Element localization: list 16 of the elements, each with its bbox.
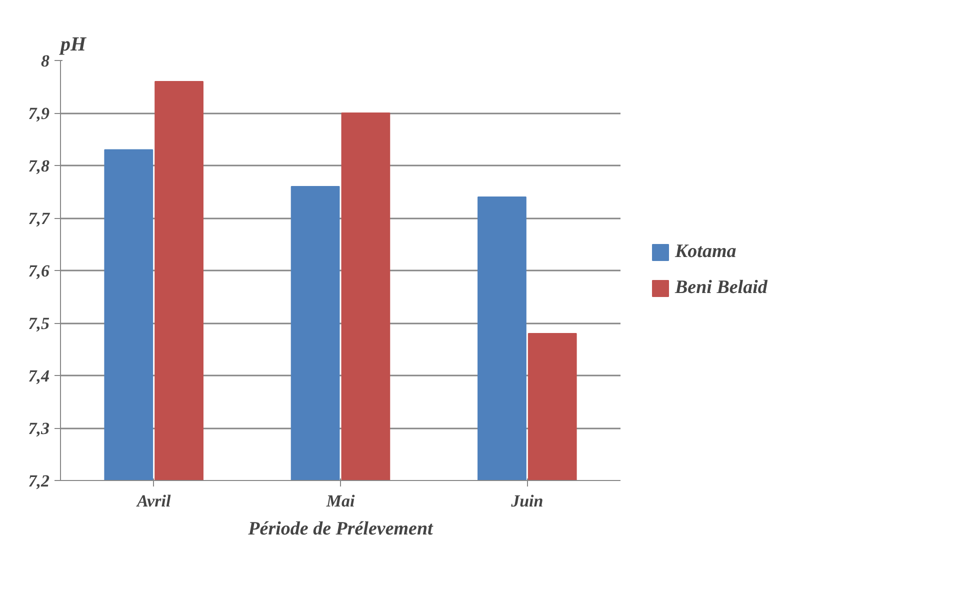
y-tick-label: 7,5 — [28, 314, 50, 333]
x-tick-label: Avril — [136, 492, 171, 510]
legend-label: Kotama — [675, 241, 736, 263]
y-tick-label: 7,4 — [28, 366, 50, 386]
y-tick-label: 7,6 — [28, 262, 50, 280]
y-tick-label: 7,2 — [28, 472, 50, 490]
y-tick-label: 7,9 — [28, 104, 50, 123]
x-axis-title: Période de Prélevement — [247, 518, 434, 540]
y-tick-label: 7,3 — [28, 419, 50, 438]
x-tick-label: Mai — [325, 492, 355, 510]
legend-label: Beni Belaid — [675, 277, 768, 299]
y-tick-label: 7,7 — [28, 209, 51, 228]
x-tick-label: Juin — [510, 492, 544, 510]
y-axis-title: pH — [58, 34, 88, 56]
y-tick-label: 8 — [41, 52, 50, 70]
y-tick-label: 7,8 — [28, 156, 50, 176]
